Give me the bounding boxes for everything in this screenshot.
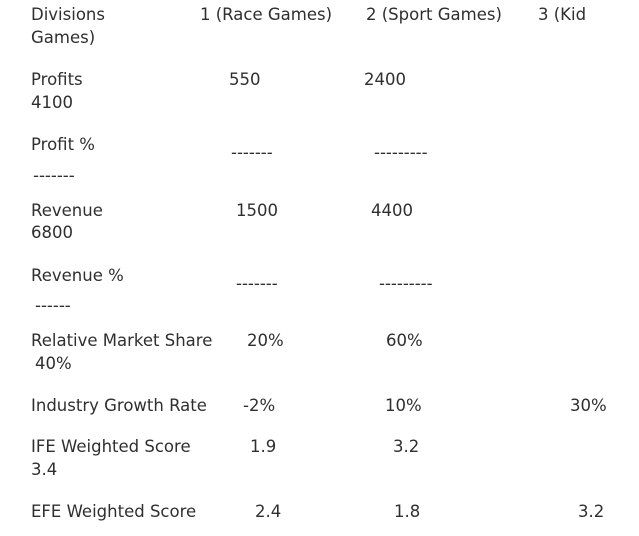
header-col-1: 1 (Race Games) — [200, 5, 333, 24]
ife-label: IFE Weighted Score — [31, 437, 191, 456]
revenue-label: Revenue — [31, 201, 103, 220]
igr-label: Industry Growth Rate — [31, 396, 207, 415]
revenue-pct-blank-1: ------- — [236, 274, 278, 293]
revenue-value-2: 4400 — [371, 201, 413, 220]
profit-pct-blank-1: ------- — [231, 143, 273, 162]
profits-value-3: 4100 — [31, 93, 73, 112]
efe-label: EFE Weighted Score — [31, 502, 197, 521]
efe-value-2: 1.8 — [394, 502, 421, 521]
revenue-pct-blank-3: ------ — [35, 296, 71, 315]
rms-value-1: 20% — [247, 331, 284, 350]
igr-value-1: -2% — [243, 396, 276, 415]
profit-pct-blank-2: --------- — [374, 143, 428, 162]
ife-value-1: 1.9 — [250, 437, 277, 456]
header-divisions: Divisions — [31, 5, 105, 24]
header-games: Games) — [31, 28, 96, 47]
igr-value-3: 30% — [570, 396, 607, 415]
profits-label: Profits — [31, 70, 83, 89]
header-col-3: 3 (Kid — [538, 5, 587, 24]
revenue-value-1: 1500 — [236, 201, 278, 220]
rms-label: Relative Market Share — [31, 331, 213, 350]
efe-value-3: 3.2 — [578, 502, 605, 521]
profit-pct-label: Profit % — [31, 135, 95, 154]
profits-value-2: 2400 — [364, 70, 406, 89]
rms-value-2: 60% — [386, 331, 423, 350]
igr-value-2: 10% — [385, 396, 422, 415]
header-col-2: 2 (Sport Games) — [366, 5, 502, 24]
revenue-pct-label: Revenue % — [31, 266, 124, 285]
efe-value-1: 2.4 — [255, 502, 282, 521]
profit-pct-blank-3: ------- — [33, 166, 75, 185]
revenue-value-3: 6800 — [31, 223, 73, 242]
ife-value-3: 3.4 — [31, 460, 58, 479]
revenue-pct-blank-2: --------- — [379, 274, 433, 293]
ife-value-2: 3.2 — [393, 437, 420, 456]
rms-value-3: 40% — [35, 354, 72, 373]
profits-value-1: 550 — [229, 70, 261, 89]
